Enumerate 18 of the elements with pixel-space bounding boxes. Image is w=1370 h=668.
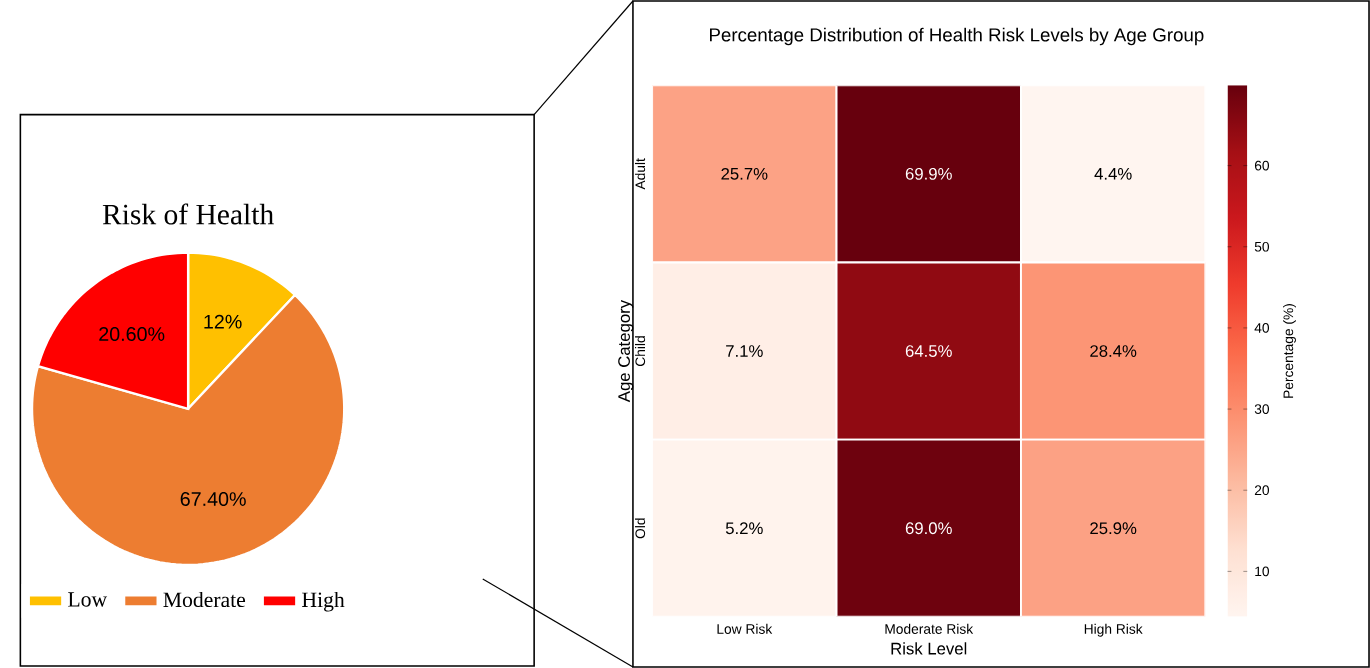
legend-label: Low [68, 592, 108, 607]
data-label: 5.2% [725, 522, 763, 535]
data-label: 25.7% [721, 167, 768, 180]
chart-title: Percentage Distribution of Health Risk Levels by Age Group [710, 27, 1204, 46]
data-label: 28.4% [1090, 345, 1137, 357]
legend-label: Moderate [163, 591, 246, 608]
data-label: 67.40% [180, 492, 246, 507]
data-label: 64.5% [905, 345, 952, 357]
y-axis-title: Age Category [618, 299, 634, 403]
data-label: 69.0% [905, 522, 952, 535]
data-label: 7.1% [726, 345, 763, 357]
data-label: 69.9% [905, 167, 952, 180]
legend-label: High [302, 591, 345, 612]
data-label: 20.60% [99, 327, 165, 342]
x-axis-title: Risk Level [891, 642, 967, 655]
data-label: 25.9% [1090, 522, 1137, 535]
data-label: 12% [204, 314, 242, 329]
chart-title: Risk of Health [102, 203, 274, 225]
